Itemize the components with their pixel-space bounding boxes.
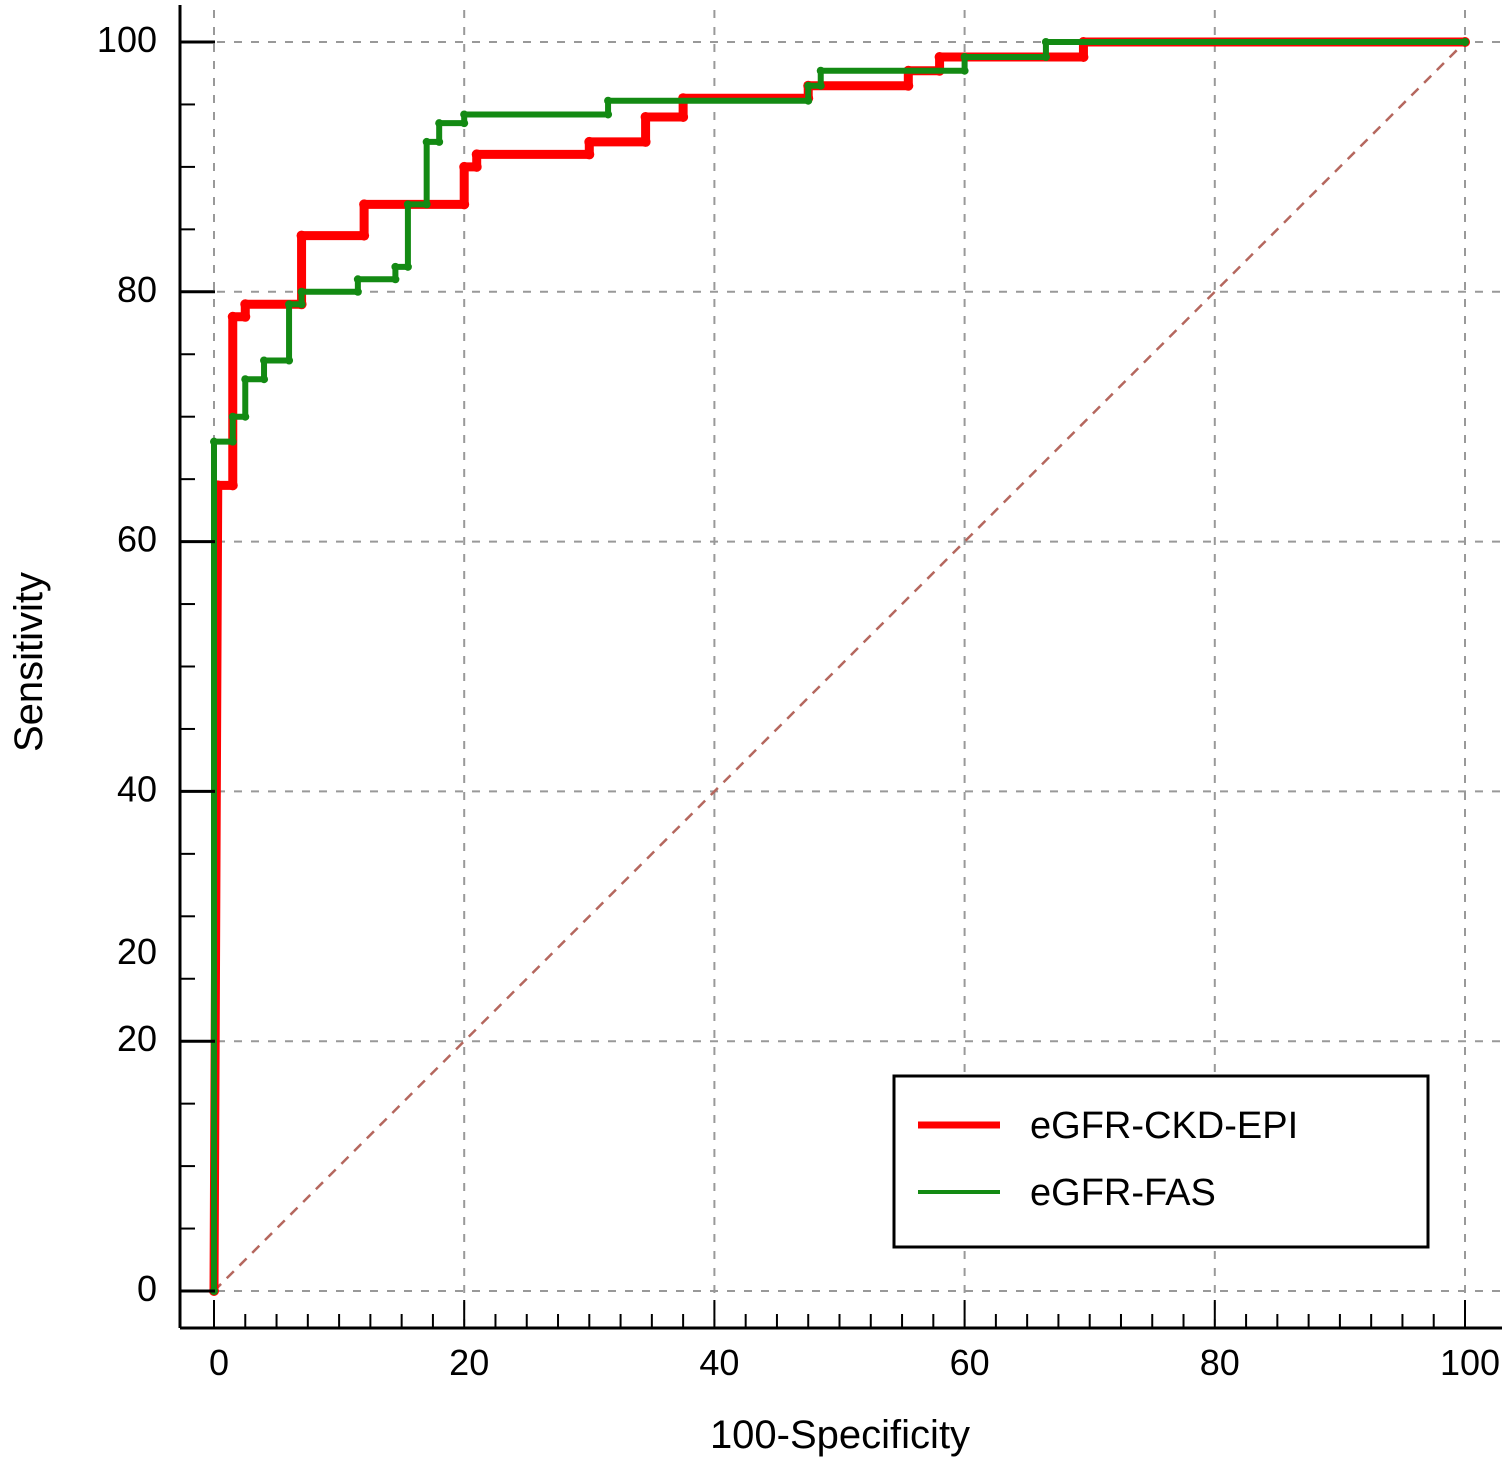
y-tick-label: 100 <box>97 19 157 60</box>
data-point <box>422 200 431 209</box>
legend-box <box>892 1074 1430 1249</box>
data-point <box>422 137 431 146</box>
data-point <box>435 119 444 128</box>
data-point <box>296 230 307 241</box>
data-point <box>640 136 651 147</box>
x-tick-label: 40 <box>699 1342 739 1383</box>
data-point <box>584 149 595 160</box>
data-point <box>359 230 370 241</box>
data-point <box>1078 51 1089 62</box>
data-point <box>471 161 482 172</box>
data-point <box>297 287 306 296</box>
data-point <box>241 375 250 384</box>
data-point <box>227 480 238 491</box>
x-tick-label: 60 <box>950 1342 990 1383</box>
data-point <box>391 275 400 284</box>
data-point <box>816 66 825 75</box>
data-point <box>403 200 412 209</box>
data-point <box>604 110 613 119</box>
x-tick-label: 80 <box>1200 1342 1240 1383</box>
y-tick-label: 20 <box>117 1018 157 1059</box>
ticks: 0 20 40 60 80 100 100 80 60 40 20 20 0 <box>97 19 1500 1383</box>
data-point <box>459 161 470 172</box>
data-point <box>353 287 362 296</box>
reference-diagonal <box>213 41 1466 1292</box>
data-point <box>403 262 412 271</box>
data-point <box>391 262 400 271</box>
data-point <box>297 300 306 309</box>
data-point <box>1461 38 1469 46</box>
legend-label-ckd-epi: eGFR-CKD-EPI <box>1030 1105 1298 1147</box>
data-point <box>640 111 651 122</box>
data-point <box>804 96 813 105</box>
data-point <box>435 137 444 146</box>
legend-label-fas: eGFR-FAS <box>1030 1172 1216 1214</box>
data-point <box>584 136 595 147</box>
data-point <box>240 299 251 310</box>
data-point <box>285 300 294 309</box>
data-point <box>903 80 914 91</box>
x-tick-label: 0 <box>209 1342 229 1383</box>
y-tick-label: 60 <box>117 519 157 560</box>
y-tick-label: 20 <box>117 931 157 972</box>
data-point <box>260 375 269 384</box>
legend: eGFR-CKD-EPI eGFR-FAS <box>892 1074 1430 1249</box>
x-tick-label: 100 <box>1440 1342 1500 1383</box>
y-tick-label: 40 <box>117 768 157 809</box>
data-point <box>359 199 370 210</box>
data-point <box>960 66 969 75</box>
data-point <box>260 356 269 365</box>
data-point <box>460 119 469 128</box>
data-point <box>471 149 482 160</box>
data-point <box>285 356 294 365</box>
data-point <box>459 199 470 210</box>
data-point <box>227 311 238 322</box>
data-point <box>1041 38 1050 46</box>
data-point <box>460 110 469 119</box>
data-point <box>353 275 362 284</box>
x-tick-label: 20 <box>449 1342 489 1383</box>
data-point <box>240 311 251 322</box>
x-axis-label: 100-Specificity <box>710 1413 970 1457</box>
series-group <box>209 37 1470 1296</box>
data-point <box>816 81 825 90</box>
y-tick-label: 80 <box>117 269 157 310</box>
y-axis-label: Sensitivity <box>7 572 51 752</box>
data-point <box>241 412 250 421</box>
data-point <box>228 412 237 421</box>
data-point <box>1041 52 1050 61</box>
data-point <box>960 52 969 61</box>
data-point <box>228 437 237 446</box>
data-point <box>804 81 813 90</box>
y-tick-label: 0 <box>137 1268 157 1309</box>
data-point <box>210 437 218 446</box>
data-point <box>934 51 945 62</box>
data-point <box>604 96 613 105</box>
data-point <box>678 111 689 122</box>
